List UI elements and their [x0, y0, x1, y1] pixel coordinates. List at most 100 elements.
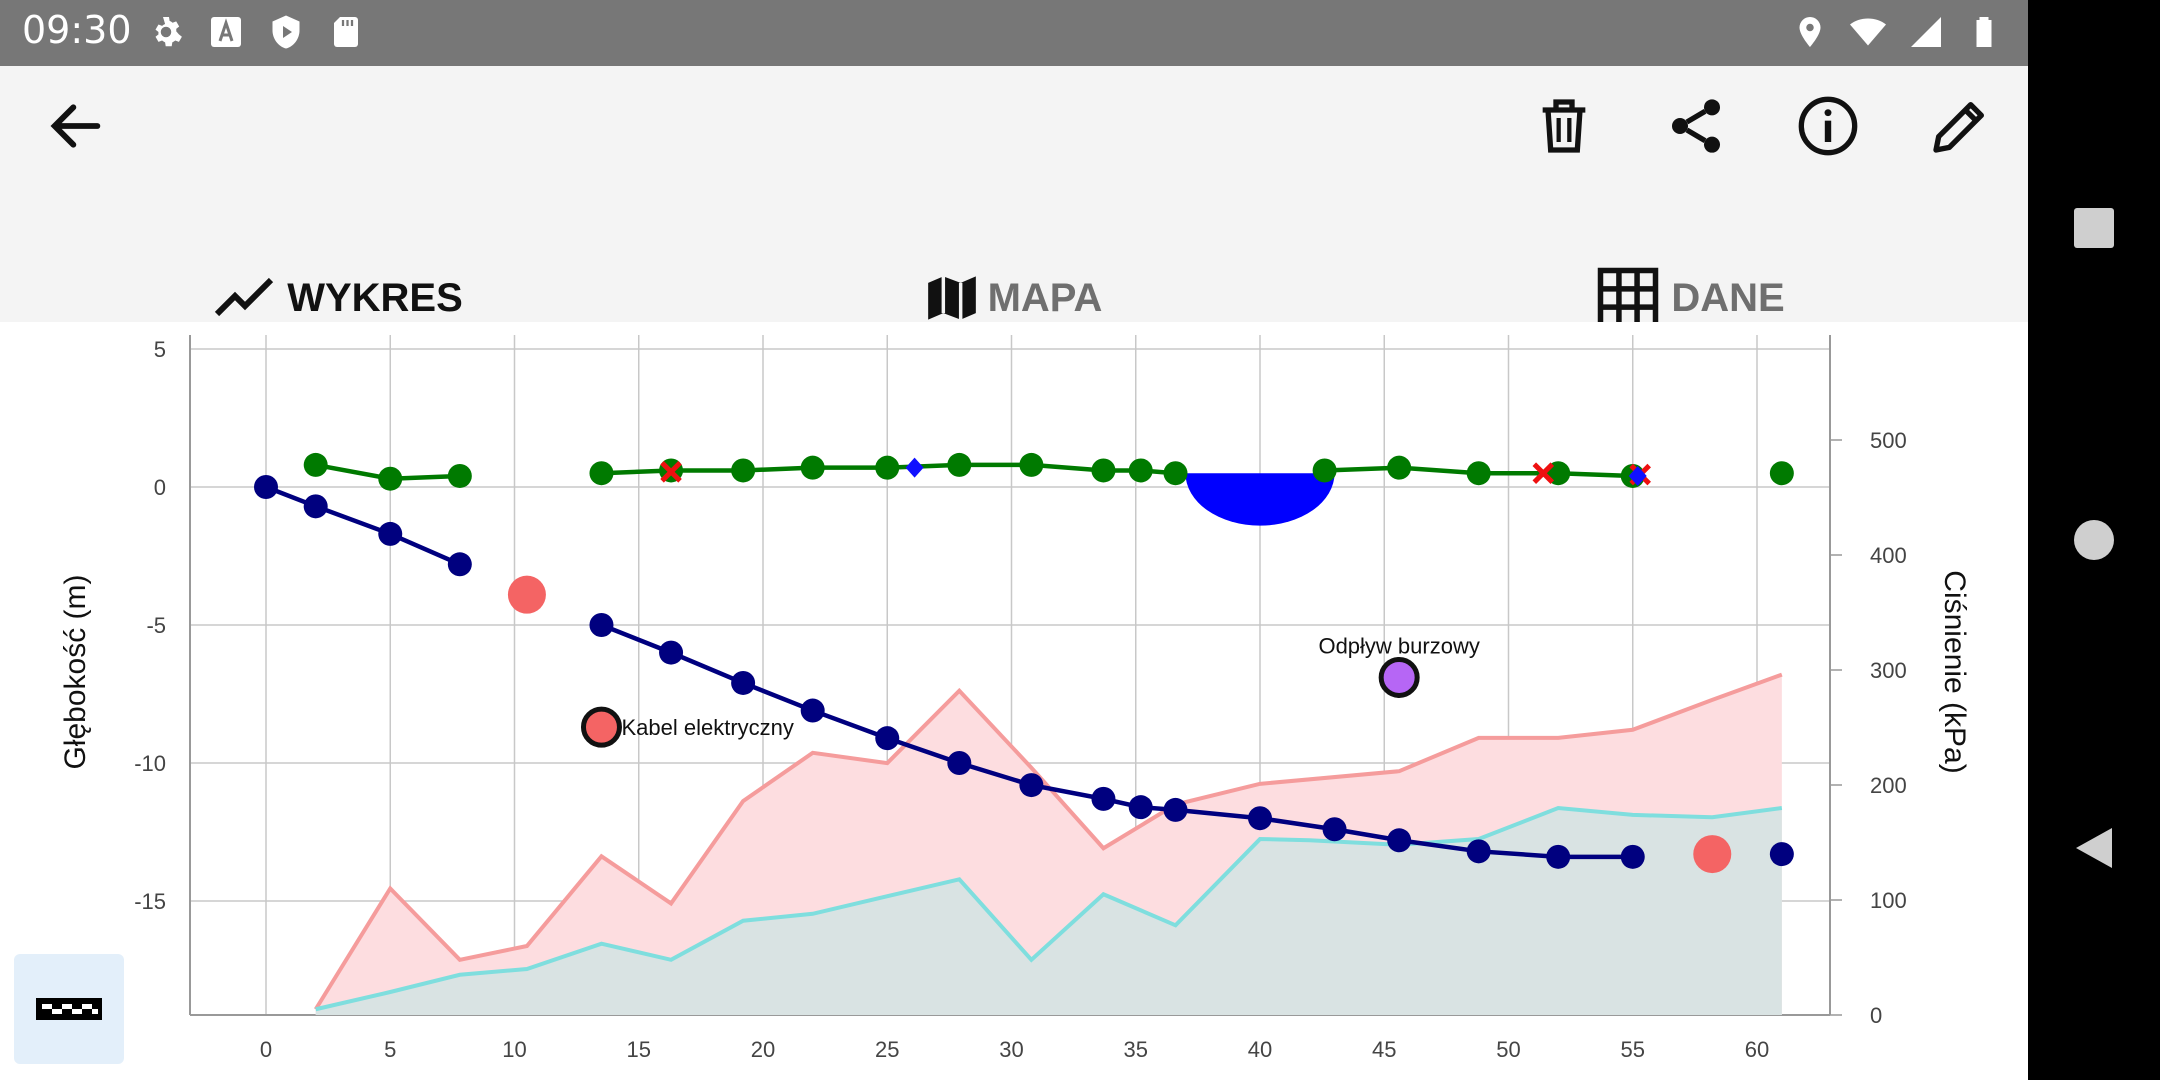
terrain-point: [731, 458, 756, 483]
x-tick-label: 60: [1745, 1037, 1769, 1062]
y2-tick-label: 0: [1870, 1003, 1882, 1028]
depth-point: [800, 698, 825, 723]
font-a-icon: [211, 17, 241, 47]
x-tick-label: 35: [1124, 1037, 1148, 1062]
depth-point: [659, 640, 684, 665]
x-tick-label: 0: [260, 1037, 272, 1062]
depth-point: [1546, 844, 1571, 869]
x-tick-label: 50: [1496, 1037, 1520, 1062]
cross-marker-stroke: [660, 461, 682, 483]
depth-point: [1466, 839, 1491, 864]
battery-icon: [1976, 17, 1992, 47]
x-tick-label: 40: [1248, 1037, 1272, 1062]
cross-marker: [1532, 462, 1555, 484]
marker-label: Kabel elektryczny: [621, 715, 793, 740]
terrain-point: [1387, 455, 1412, 480]
x-tick-label: 10: [502, 1037, 526, 1062]
tab-wykres[interactable]: WYKRES: [0, 256, 676, 340]
y2-tick-label: 100: [1870, 888, 1907, 913]
marker-label: Odpływ burzowy: [1318, 633, 1479, 658]
depth-point: [1091, 786, 1116, 811]
red-marker: [507, 575, 546, 614]
secondary-area: [315, 808, 1782, 1015]
tab-mapa[interactable]: MAPA: [676, 256, 1352, 340]
recents-button[interactable]: [2028, 206, 2160, 250]
tab-dane-label: DANE: [1671, 275, 1785, 320]
y-tick-label: -5: [146, 613, 166, 638]
y-axis-label-left: Głębokość (m): [59, 574, 92, 770]
line-chart-icon: [215, 277, 274, 317]
location-icon: [1799, 17, 1821, 47]
gear-icon: [155, 17, 182, 47]
x-tick-label: 5: [384, 1037, 396, 1062]
home-button[interactable]: [2028, 518, 2160, 562]
terrain-point: [1769, 461, 1794, 486]
depth-point: [378, 521, 403, 546]
y-tick-label: 0: [154, 475, 166, 500]
depth-point: [875, 726, 900, 751]
back-nav-button[interactable]: [2028, 826, 2160, 870]
y2-tick-label: 500: [1870, 428, 1907, 453]
terrain-point: [303, 452, 328, 477]
y-tick-label: -10: [134, 751, 166, 776]
signal-icon: [1911, 17, 1941, 47]
terrain-point: [1312, 458, 1337, 483]
x-tick-label: 30: [999, 1037, 1023, 1062]
secondary-line: [315, 805, 1783, 1012]
y2-tick-label: 200: [1870, 773, 1907, 798]
cross-marker: [660, 461, 682, 483]
x-tick-label: 15: [627, 1037, 651, 1062]
map-icon: [927, 276, 976, 320]
depth-point: [1620, 844, 1645, 869]
navigation-bar: [2028, 0, 2160, 1080]
y-axis-label-right: Ciśnienie (kPa): [1938, 570, 1971, 774]
terrain-point: [875, 455, 900, 480]
depth-point: [1128, 795, 1153, 820]
status-bar: 09:30: [0, 0, 2028, 66]
shield-play-icon: [272, 15, 300, 49]
depth-point: [947, 751, 972, 775]
pressure-line: [313, 672, 1783, 1011]
terrain-point: [800, 455, 825, 480]
tab-dane[interactable]: DANE: [1352, 256, 2028, 340]
x-tick-label: 20: [751, 1037, 775, 1062]
terrain-point: [589, 461, 614, 486]
terrain-point: [1019, 452, 1044, 477]
checkered-flag-icon: [36, 998, 102, 1020]
chart-svg[interactable]: 0 5 10 15 20 25 30 35 40 45 50 55 6050-5-10-15500400…: [0, 0, 2028, 1080]
red-marker: [1693, 835, 1732, 874]
tab-wykres-label: WYKRES: [287, 275, 463, 320]
depth-point: [1387, 828, 1412, 853]
purple-marker-outlined: [1378, 656, 1420, 698]
depth-line: [600, 622, 1633, 860]
depth-point: [447, 552, 472, 577]
recents-icon: [2074, 208, 2114, 248]
tab-mapa-label: MAPA: [987, 275, 1103, 320]
diamond-marker: [905, 457, 924, 478]
terrain-point: [447, 463, 472, 488]
back-triangle-icon: [2076, 828, 2112, 868]
red-marker-outlined: [580, 706, 622, 748]
info-icon[interactable]: [1796, 94, 1860, 158]
home-icon: [2074, 520, 2114, 560]
pencil-icon[interactable]: [1928, 94, 1992, 158]
terrain-point: [378, 466, 403, 491]
y-tick-label: 5: [154, 337, 166, 362]
legend-button[interactable]: [14, 954, 124, 1064]
terrain-point: [1163, 461, 1188, 486]
depth-point: [589, 613, 614, 637]
depth-point: [254, 475, 278, 499]
depth-point: [731, 670, 756, 695]
depth-line: [265, 484, 461, 567]
share-icon[interactable]: [1664, 94, 1728, 158]
sd-card-icon: [334, 17, 358, 47]
terrain-point: [947, 452, 972, 477]
y-tick-label: -15: [134, 889, 166, 914]
depth-point: [1248, 806, 1272, 831]
x-tick-label: 25: [875, 1037, 899, 1062]
back-arrow-icon[interactable]: [44, 94, 108, 158]
wifi-icon: [1850, 18, 1886, 46]
cross-marker-stroke: [1532, 462, 1555, 484]
trash-icon[interactable]: [1532, 94, 1596, 158]
diamond-marker: [1628, 465, 1647, 486]
